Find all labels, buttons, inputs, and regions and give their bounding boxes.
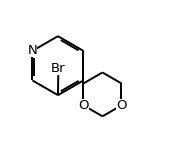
Text: N: N xyxy=(28,44,37,57)
Text: O: O xyxy=(78,99,89,112)
Text: O: O xyxy=(116,99,127,112)
Text: Br: Br xyxy=(51,62,66,75)
